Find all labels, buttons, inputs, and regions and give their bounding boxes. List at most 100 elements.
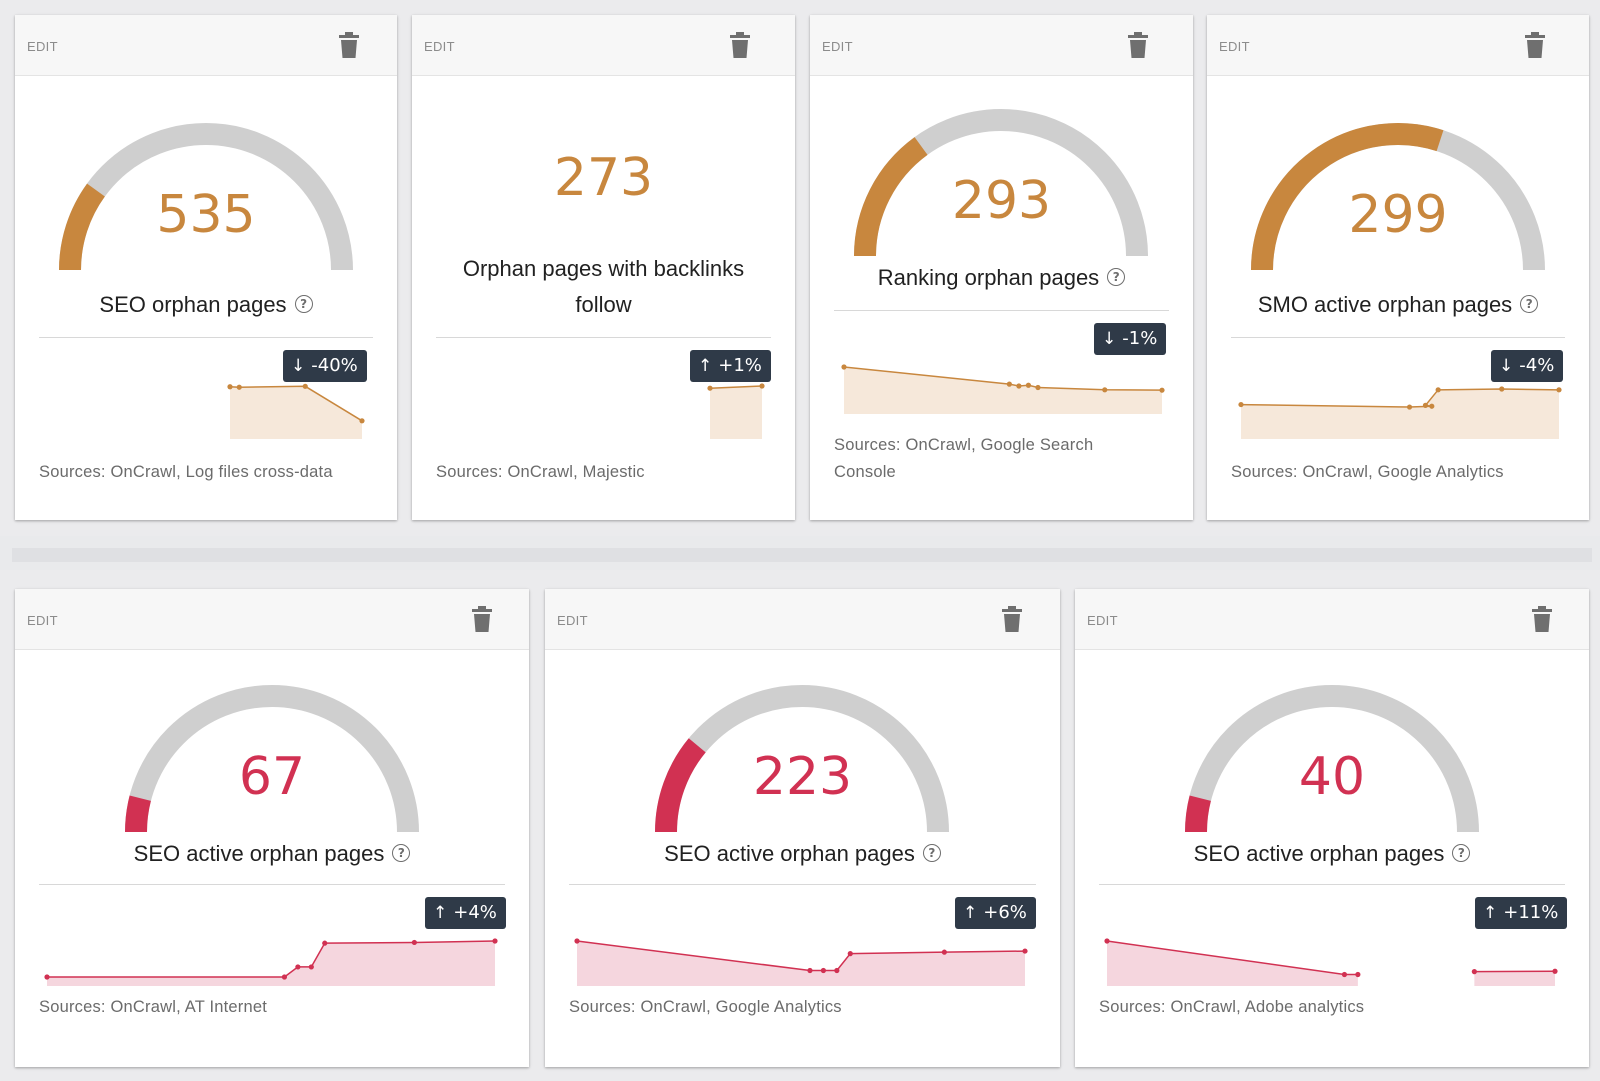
- row-divider: [12, 548, 1592, 562]
- trash-icon[interactable]: [1530, 605, 1554, 633]
- metric-value: 223: [752, 747, 853, 807]
- sparkline-area: [844, 367, 1162, 414]
- sources-line2: Console: [834, 463, 896, 481]
- help-circle-icon[interactable]: ?: [294, 295, 313, 314]
- sources-text: Sources: OnCrawl, Google Analytics: [1231, 463, 1504, 481]
- sparkline-point: [707, 385, 713, 391]
- trash-icon[interactable]: [470, 605, 494, 633]
- arrow-down-icon: ↓: [291, 356, 306, 376]
- sparkline: [841, 364, 1165, 414]
- gauge: [854, 109, 1148, 257]
- card-header: EDIT: [412, 15, 795, 76]
- kpi-card-seo-active-orphan-pages-3: EDIT 40 SEO active orphan pages? ↑ +11% S…: [1075, 589, 1589, 1067]
- metric-value: 299: [1348, 185, 1448, 245]
- card-header: EDIT: [810, 15, 1193, 76]
- edit-link[interactable]: EDIT: [557, 613, 588, 628]
- sparkline-point: [759, 383, 765, 389]
- metric-label-text: SEO orphan pages: [99, 292, 287, 317]
- gauge-fill: [854, 137, 928, 257]
- gauge-track: [1185, 685, 1479, 833]
- sparkline-point: [308, 964, 314, 970]
- sparkline: [44, 938, 498, 986]
- trash-icon[interactable]: [1126, 31, 1150, 59]
- sparkline-point: [1159, 387, 1165, 393]
- sparkline-point: [302, 383, 308, 389]
- sparkline-point: [1471, 969, 1477, 975]
- sparkline-point: [820, 967, 826, 974]
- sparkline-area: [1241, 389, 1559, 439]
- sparkline-point: [834, 967, 840, 974]
- trash-icon[interactable]: [1000, 605, 1024, 633]
- sparkline-point: [1355, 971, 1361, 978]
- divider: [569, 884, 1036, 885]
- sparkline-point: [807, 967, 813, 974]
- edit-link[interactable]: EDIT: [1219, 39, 1250, 54]
- trend-value: +11%: [1503, 902, 1559, 923]
- sources-text: Sources: OnCrawl, Majestic: [436, 463, 645, 481]
- metric-label-text: SEO active orphan pages: [664, 841, 915, 866]
- sparkline-point: [1552, 968, 1558, 974]
- sparkline-point: [847, 951, 853, 957]
- gauge-fill: [655, 738, 706, 833]
- arrow-down-icon: ↓: [1102, 329, 1117, 349]
- metric-value: 273: [553, 148, 654, 208]
- kpi-card-seo-orphan-pages: EDIT 535 SEO orphan pages? ↓ -40% Sources…: [15, 15, 397, 520]
- arrow-up-icon: ↑: [698, 356, 713, 376]
- edit-link[interactable]: EDIT: [1087, 613, 1118, 628]
- trash-icon[interactable]: [337, 31, 361, 59]
- metric-label: SEO orphan pages?: [15, 287, 397, 323]
- metric-label-line1: Orphan pages with backlinks: [462, 256, 745, 281]
- metric-value: 535: [156, 185, 256, 245]
- sparkline-point: [1104, 938, 1110, 944]
- divider: [834, 310, 1169, 311]
- sparkline-point: [574, 938, 580, 944]
- sparkline-point: [295, 964, 301, 970]
- metric-value: 67: [238, 747, 306, 807]
- gauge-fill: [1251, 123, 1444, 271]
- sources-text: Sources: OnCrawl, Adobe analytics: [1099, 998, 1365, 1016]
- edit-link[interactable]: EDIT: [27, 39, 58, 54]
- help-circle-icon[interactable]: ?: [392, 844, 411, 863]
- edit-link[interactable]: EDIT: [27, 613, 58, 628]
- sparkline-point: [1022, 948, 1028, 954]
- arrow-up-icon: ↑: [963, 903, 978, 923]
- divider: [436, 337, 771, 338]
- trend-badge: ↑ +11%: [1475, 897, 1568, 929]
- help-circle-icon[interactable]: ?: [1520, 295, 1539, 314]
- trend-value: -4%: [1519, 355, 1555, 376]
- sparkline-point: [1556, 387, 1562, 393]
- sparkline-point: [281, 974, 288, 980]
- help-circle-icon[interactable]: ?: [1452, 844, 1471, 863]
- sparkline-point: [841, 364, 847, 370]
- metric-label: Ranking orphan pages?: [810, 260, 1193, 296]
- sparkline-point: [941, 949, 947, 955]
- help-circle-icon[interactable]: ?: [922, 844, 941, 863]
- metric-label: SEO active orphan pages?: [1075, 836, 1589, 872]
- help-circle-icon[interactable]: ?: [1107, 268, 1126, 287]
- trash-icon[interactable]: [728, 31, 752, 59]
- sparkline-point: [44, 974, 50, 980]
- trend-value: -1%: [1122, 328, 1158, 349]
- gauge: [125, 685, 419, 833]
- arrow-down-icon: ↓: [1499, 356, 1514, 376]
- sparkline-point: [227, 384, 233, 390]
- sparkline-line: [709, 385, 763, 389]
- edit-link[interactable]: EDIT: [424, 39, 455, 54]
- trend-badge: ↓ -4%: [1491, 350, 1564, 382]
- divider: [39, 337, 373, 338]
- trash-icon[interactable]: [1523, 31, 1547, 59]
- sparkline-area: [710, 386, 762, 439]
- sparkline-point: [411, 939, 417, 946]
- edit-link[interactable]: EDIT: [822, 39, 853, 54]
- metric-label-text: Ranking orphan pages: [877, 265, 1100, 290]
- trend-value: +1%: [718, 355, 762, 376]
- sparkline-point: [1102, 387, 1108, 393]
- trend-value: -40%: [311, 355, 358, 376]
- metric-label-text: SMO active orphan pages: [1257, 292, 1513, 317]
- sparkline-area: [577, 941, 1025, 986]
- gauge-track: [125, 685, 419, 833]
- sparkline: [574, 938, 1028, 986]
- kpi-card-smo-active-orphan-pages: EDIT 299 SMO active orphan pages? ↓ -4% S…: [1207, 15, 1589, 520]
- gauge-fill: [59, 183, 106, 271]
- divider: [1231, 337, 1565, 338]
